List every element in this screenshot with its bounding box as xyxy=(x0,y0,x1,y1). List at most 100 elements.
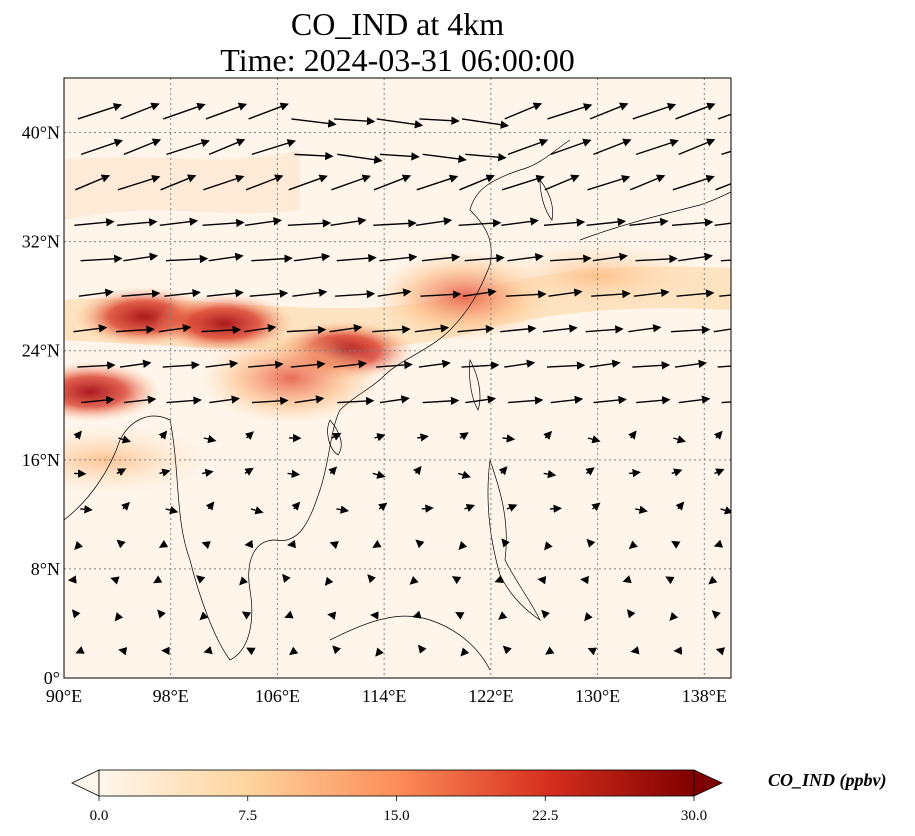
wind-arrow xyxy=(506,503,518,512)
wind-arrow xyxy=(585,467,595,476)
wind-arrow xyxy=(337,396,375,406)
wind-arrow xyxy=(329,324,363,333)
wind-arrow xyxy=(203,646,213,655)
wind-arrow xyxy=(544,541,553,551)
colorbar-label: CO_IND (ppbv) xyxy=(768,770,887,790)
coastline-taiwan xyxy=(469,358,481,411)
coastline-japan xyxy=(579,191,731,241)
map-title: CO_IND at 4km xyxy=(290,6,505,42)
colorbar-gradient xyxy=(98,769,695,797)
wind-arrow xyxy=(541,609,551,619)
wind-arrow xyxy=(284,610,294,619)
wind-arrow xyxy=(587,174,631,191)
wind-arrow xyxy=(584,612,593,622)
wind-arrow xyxy=(201,541,211,550)
lon-tick-label: 98°E xyxy=(153,686,189,706)
wind-arrow xyxy=(633,288,670,298)
wind-arrow xyxy=(294,151,334,161)
wind-arrow xyxy=(335,289,376,299)
wind-arrow xyxy=(290,360,326,369)
lat-tick-label: 32°N xyxy=(22,232,60,252)
wind-arrow xyxy=(80,505,93,514)
wind-arrow xyxy=(165,506,179,515)
wind-arrow xyxy=(116,325,155,334)
wind-arrow xyxy=(713,328,731,333)
wind-arrow xyxy=(165,254,209,264)
wind-arrow xyxy=(163,102,206,120)
wind-arrow xyxy=(329,541,339,550)
wind-arrow xyxy=(418,359,451,369)
wind-arrow xyxy=(203,174,245,191)
wind-arrow xyxy=(251,396,289,406)
coastlines xyxy=(64,139,731,671)
wind-arrow xyxy=(464,253,505,263)
lon-tick-label: 90°E xyxy=(46,686,82,706)
wind-arrow xyxy=(330,216,367,226)
wind-arrow xyxy=(117,218,158,227)
wind-arrow xyxy=(77,103,123,120)
wind-arrow xyxy=(373,219,417,228)
wind-arrow xyxy=(504,102,543,120)
wind-arrow xyxy=(372,325,411,334)
wind-arrow xyxy=(415,539,425,549)
wind-arrow xyxy=(333,360,368,369)
wind-arrow xyxy=(458,470,471,479)
wind-arrow xyxy=(118,647,128,656)
wind-arrow xyxy=(720,259,731,262)
wind-arrow xyxy=(463,288,497,297)
wind-arrow xyxy=(164,288,201,298)
wind-arrow xyxy=(328,466,338,476)
lat-tick-label: 24°N xyxy=(22,341,60,361)
wind-arrow xyxy=(459,174,495,191)
wind-arrow xyxy=(291,118,337,128)
wind-arrow xyxy=(209,395,240,404)
coastline-korea xyxy=(539,179,554,221)
wind-arrow xyxy=(376,360,413,370)
wind-arrow xyxy=(628,540,638,550)
wind-arrow xyxy=(671,218,714,227)
lat-tick-label: 8°N xyxy=(31,559,60,579)
wind-arrow xyxy=(239,576,248,586)
wind-arrow xyxy=(713,539,724,548)
lon-tick-label: 138°E xyxy=(682,686,727,706)
co-plume-low xyxy=(487,240,708,311)
wind-arrow xyxy=(331,433,342,441)
wind-arrow xyxy=(208,138,246,156)
wind-arrow xyxy=(376,118,424,129)
wind-arrow xyxy=(123,395,157,405)
colorbar-max-extension xyxy=(693,769,723,797)
wind-arrow xyxy=(586,538,596,548)
wind-arrow xyxy=(244,467,254,476)
wind-arrow xyxy=(461,118,510,129)
wind-arrow xyxy=(544,174,580,191)
wind-arrow xyxy=(505,290,547,299)
wind-arrow xyxy=(205,501,215,511)
wind-arrow xyxy=(459,432,469,441)
wind-arrow xyxy=(715,647,725,656)
wind-arrow xyxy=(507,138,549,156)
wind-arrow xyxy=(504,359,536,368)
wind-arrow xyxy=(422,253,461,262)
wind-arrow xyxy=(287,219,332,228)
wind-arrow xyxy=(498,611,508,620)
wind-arrow xyxy=(373,174,412,191)
wind-arrow xyxy=(622,575,632,584)
wind-arrow xyxy=(73,430,82,440)
lat-tick-label: 40°N xyxy=(22,123,60,143)
coastline-bay-of-bengal xyxy=(64,415,231,661)
wind-arrow xyxy=(208,252,244,262)
wind-arrow xyxy=(379,152,420,161)
wind-arrow xyxy=(420,290,462,299)
wind-arrow xyxy=(591,289,631,299)
wind-arrow xyxy=(291,501,301,511)
lon-tick-label: 122°E xyxy=(468,686,513,706)
wind-arrow xyxy=(422,396,460,406)
wind-arrow xyxy=(717,113,731,120)
wind-arrow xyxy=(202,218,245,228)
wind-arrow xyxy=(244,323,277,333)
wind-arrow xyxy=(543,430,553,440)
wind-arrow xyxy=(498,466,508,476)
wind-arrow xyxy=(715,182,731,191)
colorbar-tick-label: 15.0 xyxy=(383,808,409,824)
wind-arrow xyxy=(287,539,296,549)
